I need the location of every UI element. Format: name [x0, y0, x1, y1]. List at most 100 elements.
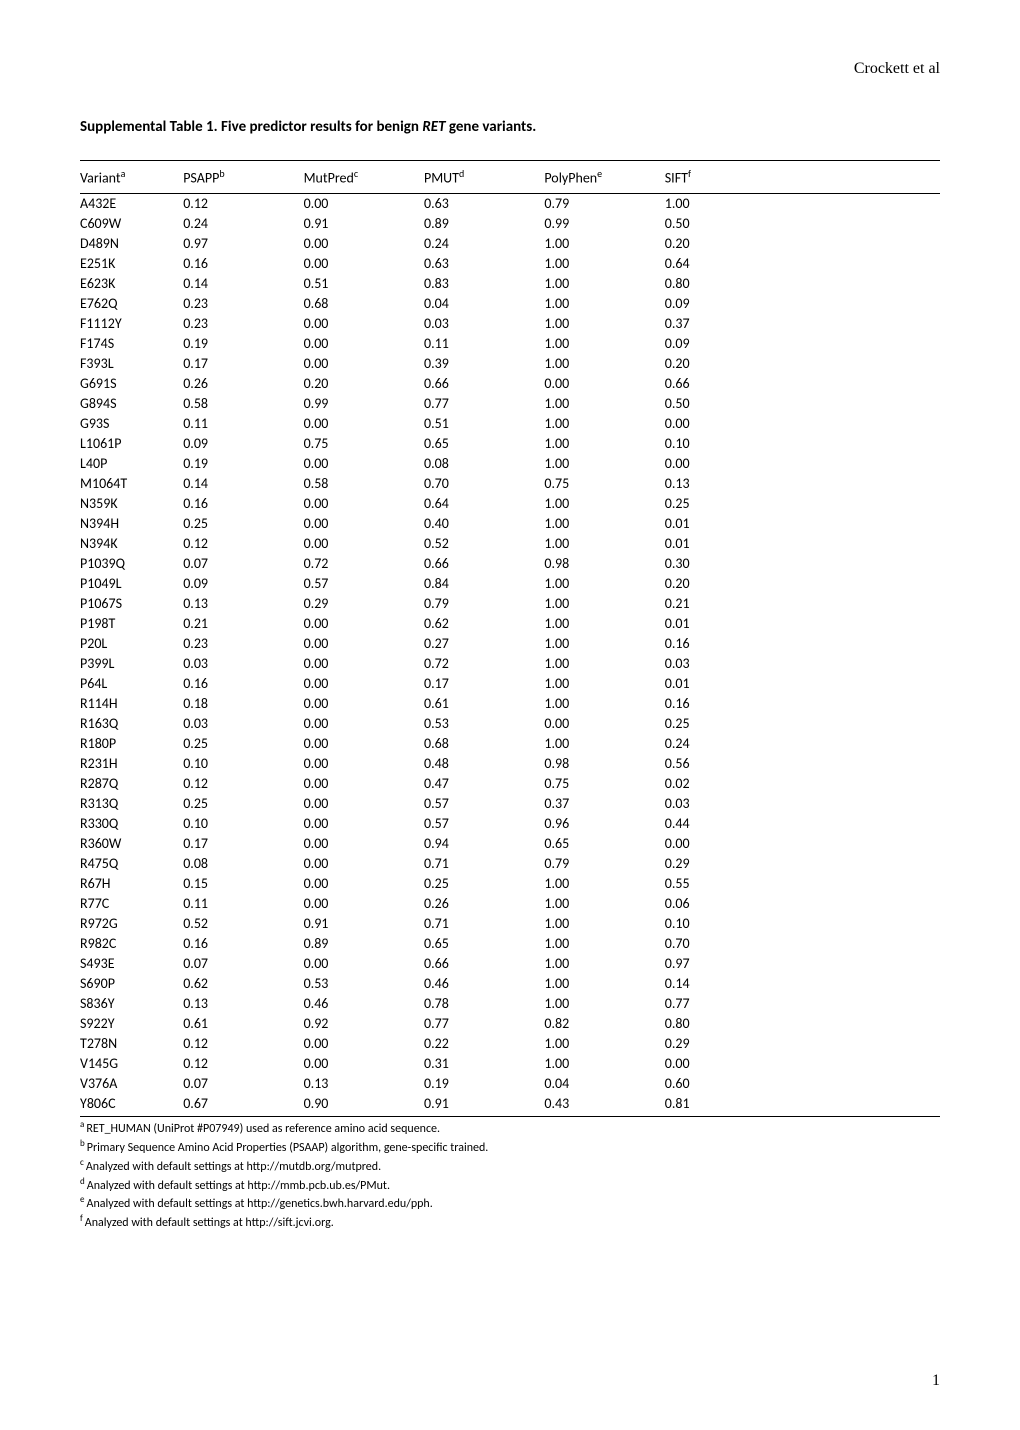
table-cell: 0.00 — [304, 454, 424, 474]
table-cell: 0.92 — [304, 1014, 424, 1034]
table-cell: 0.58 — [183, 394, 303, 414]
table-cell: 0.68 — [424, 734, 544, 754]
table-cell: 0.03 — [183, 654, 303, 674]
table-cell: S690P — [80, 974, 183, 994]
col-header-mutpred: MutPredc — [304, 161, 424, 194]
footnote-text: Analyzed with default settings at http:/… — [85, 1216, 334, 1230]
table-cell: 0.66 — [665, 374, 940, 394]
table-cell: 0.07 — [183, 554, 303, 574]
table-cell: 1.00 — [544, 354, 664, 374]
table-cell: 0.00 — [304, 614, 424, 634]
table-cell: 0.83 — [424, 274, 544, 294]
title-gene: RET — [422, 118, 445, 136]
table-row: P399L0.030.000.721.000.03 — [80, 654, 940, 674]
col-header-polyphen: PolyPhene — [544, 161, 664, 194]
table-cell: 1.00 — [544, 914, 664, 934]
page-number: 1 — [80, 1372, 940, 1390]
table-row: N394K0.120.000.521.000.01 — [80, 534, 940, 554]
table-cell: 1.00 — [544, 434, 664, 454]
table-cell: 0.09 — [665, 334, 940, 354]
table-cell: 0.63 — [424, 193, 544, 214]
table-cell: 0.47 — [424, 774, 544, 794]
table-cell: 0.02 — [665, 774, 940, 794]
table-cell: 0.12 — [183, 774, 303, 794]
table-row: E251K0.160.000.631.000.64 — [80, 254, 940, 274]
table-cell: 0.53 — [424, 714, 544, 734]
table-body: A432E0.120.000.630.791.00C609W0.240.910.… — [80, 193, 940, 1117]
col-sup: b — [219, 167, 224, 180]
table-cell: E762Q — [80, 294, 183, 314]
table-row: R972G0.520.910.711.000.10 — [80, 914, 940, 934]
table-cell: P64L — [80, 674, 183, 694]
table-cell: 0.67 — [183, 1094, 303, 1117]
table-cell: 0.66 — [424, 954, 544, 974]
table-cell: 0.00 — [665, 414, 940, 434]
table-cell: 0.94 — [424, 834, 544, 854]
table-cell: 0.79 — [424, 594, 544, 614]
table-row: C609W0.240.910.890.990.50 — [80, 214, 940, 234]
table-cell: R313Q — [80, 794, 183, 814]
footnote: b Primary Sequence Amino Acid Properties… — [80, 1138, 940, 1157]
table-cell: 0.29 — [304, 594, 424, 614]
col-label: Variant — [80, 170, 121, 187]
table-cell: F174S — [80, 334, 183, 354]
table-cell: 0.51 — [424, 414, 544, 434]
predictor-table: Varianta PSAPPb MutPredc PMUTd PolyPhene… — [80, 160, 940, 1117]
table-cell: 0.03 — [183, 714, 303, 734]
table-cell: 0.00 — [304, 354, 424, 374]
table-cell: 0.31 — [424, 1054, 544, 1074]
table-cell: 1.00 — [544, 594, 664, 614]
table-cell: 0.09 — [183, 574, 303, 594]
table-cell: 1.00 — [544, 334, 664, 354]
col-sup: a — [121, 167, 126, 180]
table-cell: 0.00 — [304, 774, 424, 794]
table-cell: 0.70 — [665, 934, 940, 954]
footnote-sup: d — [80, 1176, 87, 1187]
table-cell: A432E — [80, 193, 183, 214]
table-row: V145G0.120.000.311.000.00 — [80, 1054, 940, 1074]
table-row: L1061P0.090.750.651.000.10 — [80, 434, 940, 454]
table-cell: 0.01 — [665, 614, 940, 634]
table-cell: 0.16 — [183, 934, 303, 954]
table-cell: S922Y — [80, 1014, 183, 1034]
table-cell: 0.12 — [183, 534, 303, 554]
table-cell: R77C — [80, 894, 183, 914]
table-cell: 0.40 — [424, 514, 544, 534]
table-cell: 1.00 — [544, 994, 664, 1014]
table-cell: 1.00 — [544, 254, 664, 274]
table-cell: 0.23 — [183, 634, 303, 654]
table-cell: 0.43 — [544, 1094, 664, 1117]
table-cell: 0.39 — [424, 354, 544, 374]
table-cell: E623K — [80, 274, 183, 294]
table-cell: 0.00 — [304, 1054, 424, 1074]
table-cell: L40P — [80, 454, 183, 474]
table-cell: 0.00 — [304, 314, 424, 334]
footnote-sup: b — [80, 1138, 87, 1149]
table-cell: 0.21 — [665, 594, 940, 614]
table-cell: 0.06 — [665, 894, 940, 914]
footnote: c Analyzed with default settings at http… — [80, 1157, 940, 1176]
table-cell: 0.07 — [183, 954, 303, 974]
table-cell: 0.25 — [665, 714, 940, 734]
table-cell: R972G — [80, 914, 183, 934]
table-row: R114H0.180.000.611.000.16 — [80, 694, 940, 714]
table-cell: 1.00 — [544, 634, 664, 654]
table-cell: 0.00 — [304, 794, 424, 814]
table-cell: 0.00 — [304, 734, 424, 754]
table-cell: 0.20 — [665, 574, 940, 594]
table-cell: 0.00 — [304, 1034, 424, 1054]
table-cell: 0.10 — [665, 434, 940, 454]
table-cell: 0.00 — [544, 714, 664, 734]
table-cell: 0.81 — [665, 1094, 940, 1117]
table-cell: 1.00 — [544, 954, 664, 974]
table-cell: 0.48 — [424, 754, 544, 774]
table-cell: 0.26 — [183, 374, 303, 394]
table-row: R287Q0.120.000.470.750.02 — [80, 774, 940, 794]
footnote-text: Primary Sequence Amino Acid Properties (… — [87, 1141, 489, 1155]
table-cell: 0.46 — [424, 974, 544, 994]
table-cell: 0.00 — [304, 654, 424, 674]
table-cell: 0.11 — [424, 334, 544, 354]
table-cell: 0.75 — [304, 434, 424, 454]
table-cell: 0.26 — [424, 894, 544, 914]
table-cell: 0.65 — [544, 834, 664, 854]
